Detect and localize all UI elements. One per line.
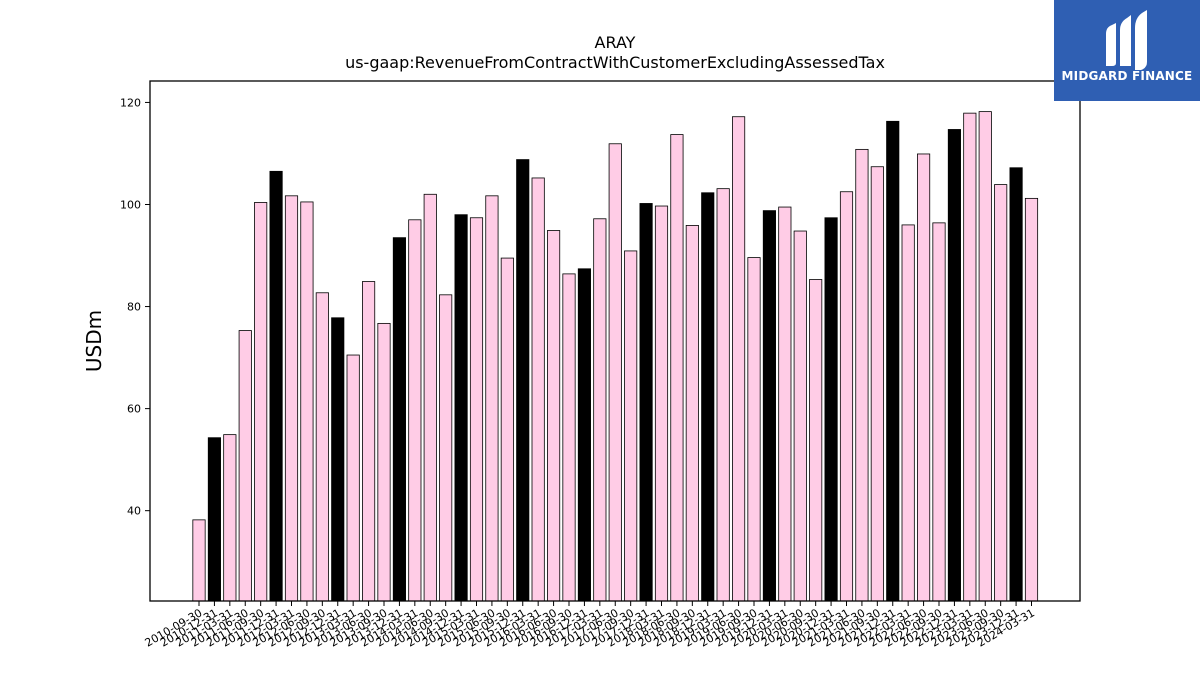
bar-2020-09-30 [809,279,823,602]
bar-2011-03-31 [223,434,237,602]
bar-2011-12-31 [269,170,283,602]
bar-2019-06-30 [732,116,746,602]
y-axis-ticks: 40 60 80 100 120 [120,96,150,518]
chart-subtitle: us-gaap:RevenueFromContractWithCustomerE… [345,53,885,72]
bar-2012-03-31 [284,195,299,602]
bar-2013-09-30 [377,322,391,602]
bar-2023-09-30 [994,184,1008,602]
bar-2018-03-31 [654,205,669,602]
bar-2023-12-31 [1009,167,1023,602]
bar-2012-12-31 [331,317,345,602]
brand-name: MIDGARD FINANCE [1061,69,1193,83]
bar-2019-09-30 [747,257,761,602]
y-tick-label: 100 [120,198,141,211]
brand-logo: MIDGARD FINANCE [1054,0,1200,101]
y-tick-label: 60 [127,403,141,416]
y-tick-label: 80 [127,301,141,314]
bar-2015-03-31 [469,217,484,602]
bar-2022-09-30 [932,222,946,602]
bar-2021-06-30 [855,148,869,602]
bar-2014-12-31 [454,214,468,602]
bars-group [192,111,1039,602]
bar-2020-03-31 [778,206,792,602]
bar-2022-06-30 [917,153,931,602]
bar-2020-12-31 [824,217,838,602]
bar-2017-03-31 [593,218,607,602]
bar-2016-03-31 [531,177,545,602]
y-tick-label: 40 [127,505,141,518]
bar-2021-03-31 [839,191,854,602]
bar-2021-12-31 [886,120,900,602]
bar-2013-03-31 [346,354,360,602]
bar-2015-06-30 [485,195,499,602]
bar-2020-06-30 [793,230,807,602]
y-tick-label: 120 [120,96,141,109]
bar-2012-06-30 [300,201,314,602]
bar-2022-12-31 [947,129,961,602]
bar-2014-06-30 [423,193,437,602]
bar-2014-03-31 [408,219,422,602]
midgard-logo-icon [1106,10,1147,70]
bar-2023-06-30 [978,111,992,602]
y-axis-label: USDm [82,310,106,372]
bar-2015-09-30 [500,257,514,602]
bar-2013-12-31 [392,237,406,602]
bar-2016-09-30 [562,273,576,602]
bar-2021-09-30 [870,166,884,602]
bar-2017-12-31 [639,203,653,602]
bar-2019-12-31 [762,210,776,602]
x-axis-ticks: 2010-09-302010-12-312011-03-312011-06-30… [143,601,1037,650]
bar-2013-06-30 [362,281,376,602]
bar-2010-09-30 [192,519,206,602]
bar-2024-03-31 [1024,197,1039,602]
bar-2019-03-31 [716,188,730,602]
bar-2014-09-30 [439,294,453,602]
bar-2011-09-30 [254,202,268,602]
bar-2012-09-30 [315,292,329,602]
bar-2015-12-31 [516,159,530,602]
bar-2018-09-30 [685,225,699,602]
bar-2017-09-30 [624,250,638,602]
bar-2011-06-30 [238,330,252,602]
bar-2018-12-31 [701,192,715,602]
bar-2022-03-31 [901,224,915,602]
bar-2016-06-30 [547,230,561,602]
bar-2017-06-30 [608,143,622,602]
chart-title: ARAY [595,33,636,52]
bar-2023-03-31 [963,112,977,602]
bar-2016-12-31 [577,268,591,602]
bar-2018-06-30 [670,134,684,602]
bar-2010-12-31 [207,437,221,602]
